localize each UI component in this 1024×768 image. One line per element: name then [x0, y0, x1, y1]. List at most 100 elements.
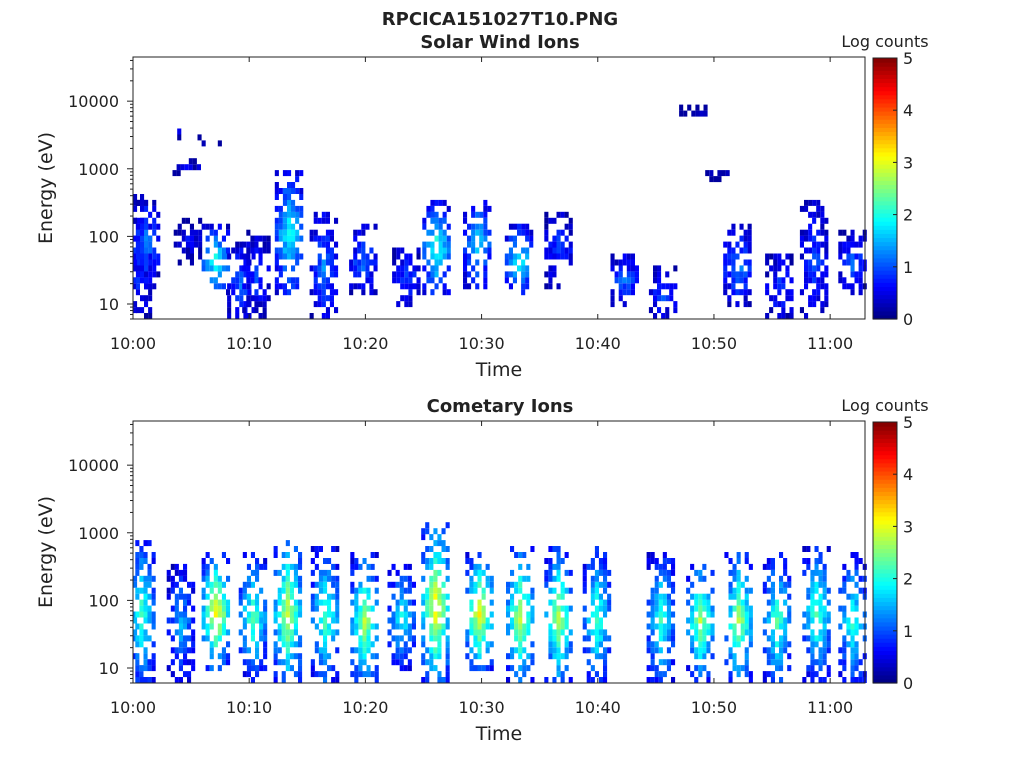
heatmap-cell	[329, 229, 334, 236]
heatmap-cell	[469, 558, 474, 564]
heatmap-cell	[469, 617, 474, 624]
heatmap-cell	[858, 677, 863, 683]
heatmap-cell	[298, 677, 303, 683]
colorbar-segment	[873, 82, 897, 88]
heatmap-cell	[842, 241, 847, 248]
heatmap-cell	[242, 647, 247, 654]
heatmap-cell	[564, 611, 569, 618]
heatmap-cell	[679, 104, 684, 111]
heatmap-cell	[808, 295, 813, 302]
heatmap-cell	[226, 575, 231, 582]
heatmap-cell	[273, 599, 278, 606]
heatmap-cell	[810, 647, 815, 654]
heatmap-cell	[650, 617, 655, 624]
heatmap-cell	[366, 575, 371, 582]
heatmap-cell	[151, 659, 156, 666]
heatmap-cell	[858, 575, 863, 582]
heatmap-cell	[686, 599, 691, 606]
heatmap-cell	[221, 653, 226, 660]
heatmap-cell	[812, 271, 817, 278]
heatmap-cell	[854, 665, 859, 672]
heatmap-cell	[556, 641, 561, 648]
heatmap-cell	[526, 629, 531, 636]
heatmap-cell	[404, 265, 409, 272]
heatmap-cell	[785, 253, 790, 260]
heatmap-cell	[662, 599, 667, 606]
heatmap-cell	[441, 546, 446, 552]
heatmap-cell	[728, 558, 733, 564]
heatmap-cell	[765, 313, 770, 319]
heatmap-cell	[594, 552, 599, 558]
heatmap-cell	[854, 653, 859, 660]
heatmap-cell	[814, 659, 819, 666]
heatmap-cell	[517, 223, 522, 230]
heatmap-cell	[748, 563, 753, 570]
heatmap-cell	[187, 671, 192, 678]
heatmap-cell	[646, 641, 651, 648]
heatmap-cell	[259, 635, 264, 642]
heatmap-cell	[250, 659, 255, 666]
heatmap-cell	[422, 223, 427, 230]
heatmap-cell	[329, 295, 334, 302]
heatmap-cell	[560, 605, 565, 612]
heatmap-cell	[139, 623, 144, 630]
heatmap-cell	[806, 546, 811, 552]
heatmap-cell	[485, 647, 490, 654]
heatmap-cell	[408, 301, 413, 308]
heatmap-cell	[331, 635, 336, 642]
heatmap-cell	[654, 671, 659, 678]
heatmap-cell	[544, 611, 549, 618]
heatmap-cell	[349, 265, 354, 272]
heatmap-cell	[467, 283, 472, 290]
heatmap-cell	[673, 307, 678, 314]
heatmap-cell	[170, 575, 175, 582]
colorbar-segment	[873, 544, 897, 550]
heatmap-cell	[548, 587, 553, 594]
heatmap-cell	[133, 283, 138, 290]
heatmap-cell	[560, 587, 565, 594]
heatmap-cell	[598, 581, 603, 588]
heatmap-cell	[854, 647, 859, 654]
heatmap-cell	[598, 641, 603, 648]
heatmap-cell	[736, 665, 741, 672]
heatmap-cell	[842, 283, 847, 290]
heatmap-cell	[736, 569, 741, 576]
heatmap-cell	[838, 587, 843, 594]
heatmap-cell	[769, 265, 774, 272]
heatmap-cell	[556, 546, 561, 552]
heatmap-cell	[824, 217, 829, 224]
heatmap-cell	[521, 247, 526, 254]
heatmap-cell	[250, 581, 255, 588]
heatmap-cell	[426, 277, 431, 284]
heatmap-cell	[317, 271, 322, 278]
colorbar-segment	[873, 196, 897, 202]
heatmap-cell	[438, 223, 443, 230]
heatmap-cell	[407, 575, 412, 582]
heatmap-cell	[518, 623, 523, 630]
cometary-y-label: Energy (eV)	[35, 496, 57, 608]
colorbar-segment	[873, 111, 897, 116]
heatmap-cell	[209, 587, 214, 594]
heatmap-cell	[434, 265, 439, 272]
heatmap-cell	[653, 313, 658, 319]
heatmap-cell	[743, 295, 748, 302]
heatmap-cell	[334, 307, 339, 314]
heatmap-cell	[705, 170, 710, 177]
heatmap-cell	[277, 623, 282, 630]
heatmap-cell	[731, 265, 736, 272]
heatmap-cell	[387, 581, 392, 588]
heatmap-cell	[802, 611, 807, 618]
heatmap-cell	[353, 235, 358, 242]
heatmap-cell	[467, 259, 472, 266]
heatmap-cell	[818, 575, 823, 582]
heatmap-cell	[403, 665, 408, 672]
heatmap-cell	[425, 522, 430, 529]
heatmap-cell	[412, 283, 417, 290]
heatmap-cell	[298, 552, 303, 558]
cometary-colorbar: Log counts 0 1 2 3 4 5	[841, 396, 928, 693]
heatmap-cell	[174, 629, 179, 636]
heatmap-cell	[810, 671, 815, 678]
heatmap-cell	[521, 229, 526, 236]
heatmap-cell	[325, 211, 330, 218]
heatmap-cell	[773, 283, 778, 290]
